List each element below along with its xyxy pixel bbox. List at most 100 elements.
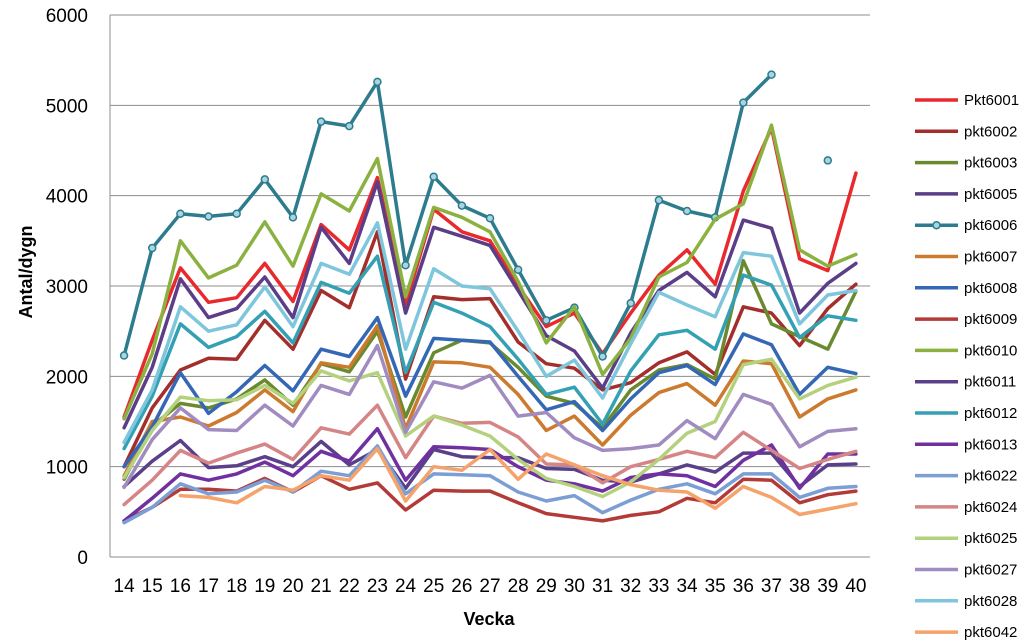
data-point [119, 351, 129, 360]
x-tick-label: 40 [845, 576, 866, 597]
legend-label: pkt6009 [964, 311, 1017, 328]
series-pkt6022 [122, 444, 858, 525]
legend-label: pkt6010 [964, 342, 1017, 359]
legend: Pkt6001 pkt6002 pkt6003 pkt6005 pkt6006 pkt60… [915, 92, 1019, 641]
legend-item: pkt6007 [915, 249, 1017, 266]
series-pkt6024 [122, 403, 858, 507]
x-tick-label: 30 [564, 576, 585, 597]
legend-item: pkt6009 [915, 311, 1017, 328]
series-line [122, 444, 858, 525]
series-line [122, 315, 858, 469]
series-pkt6025 [122, 357, 858, 499]
x-tick-label: 29 [536, 576, 557, 597]
x-tick-label: 14 [114, 576, 136, 597]
legend-label: pkt6027 [964, 562, 1017, 579]
series-line [122, 357, 858, 499]
legend-item: pkt6003 [915, 155, 1017, 172]
series-pkt6010 [122, 123, 858, 421]
data-point [682, 206, 692, 216]
legend-item: pkt6005 [915, 186, 1017, 203]
legend-label: pkt6011 [964, 374, 1016, 391]
data-point [204, 212, 213, 221]
series-pkt6003 [122, 258, 858, 482]
series-line [122, 343, 858, 490]
data-point [654, 195, 664, 205]
data-point [288, 213, 298, 222]
data-point [513, 265, 523, 274]
data-point [457, 201, 467, 210]
x-tick-label: 35 [705, 576, 726, 597]
series-pkt6005 [122, 180, 858, 430]
data-point [767, 70, 776, 79]
x-tick-label: 20 [282, 576, 303, 597]
series-pkt6012 [122, 254, 858, 451]
legend-label: pkt6007 [964, 249, 1017, 266]
y-tick-label: 0 [77, 548, 88, 569]
x-tick-label: 21 [311, 576, 332, 597]
x-tick-label: 19 [254, 576, 275, 597]
series-line [122, 221, 858, 445]
legend-label: pkt6028 [964, 593, 1017, 610]
legend-item: pkt6024 [915, 499, 1017, 516]
x-tick-label: 16 [170, 576, 191, 597]
x-tick-label: 33 [648, 576, 669, 597]
legend-label: pkt6022 [964, 468, 1017, 485]
legend-label: pkt6025 [964, 530, 1017, 547]
legend-item: pkt6028 [915, 593, 1017, 610]
x-tick-label: 15 [142, 576, 163, 597]
y-tick-label: 6000 [46, 6, 88, 27]
legend-marker [932, 220, 941, 230]
x-tick-label: 22 [339, 576, 360, 597]
legend-item: pkt6006 [915, 217, 1017, 234]
x-tick-label: 31 [592, 576, 613, 597]
x-tick-label: 17 [198, 576, 219, 597]
data-point [176, 209, 185, 218]
data-point [598, 352, 607, 361]
series-line [122, 123, 858, 421]
data-point [485, 214, 495, 223]
legend-item: pkt6008 [915, 280, 1017, 297]
series-line [122, 180, 858, 430]
x-tick-label: 32 [620, 576, 641, 597]
series-lines [119, 70, 858, 525]
legend-item: pkt6025 [915, 530, 1017, 547]
y-tick-label: 5000 [46, 96, 88, 117]
x-tick-label: 38 [789, 576, 810, 597]
y-axis-title: Antal/dygn [16, 226, 36, 319]
series-pkt6028 [122, 221, 858, 445]
series-Pkt6001 [122, 126, 858, 419]
x-tick-label: 39 [817, 576, 838, 597]
legend-label: pkt6003 [964, 155, 1017, 172]
legend-item: Pkt6001 [915, 92, 1019, 109]
legend-item: pkt6010 [915, 342, 1017, 359]
legend-label: pkt6006 [964, 217, 1017, 234]
data-point [232, 209, 241, 218]
x-tick-label: 23 [367, 576, 388, 597]
y-tick-label: 4000 [46, 187, 88, 208]
series-pkt6042 [178, 446, 858, 517]
legend-label: pkt6042 [964, 624, 1017, 641]
data-point [260, 175, 270, 184]
data-point [147, 243, 157, 253]
series-pkt6002 [122, 230, 858, 469]
legend-item: pkt6002 [915, 123, 1017, 140]
series-pkt6027 [122, 343, 858, 490]
data-point [739, 98, 748, 107]
series-line [122, 230, 858, 469]
series-pkt6008 [122, 315, 858, 469]
legend-item: pkt6022 [915, 468, 1017, 485]
y-tick-label: 1000 [46, 458, 88, 479]
legend-label: pkt6005 [964, 186, 1017, 203]
x-tick-label: 18 [226, 576, 247, 597]
series-line [122, 258, 858, 482]
legend-label: pkt6012 [964, 405, 1017, 422]
legend-item: pkt6013 [915, 436, 1017, 453]
x-tick-label: 36 [733, 576, 754, 597]
data-point [345, 121, 354, 131]
data-point [429, 172, 438, 181]
series-line [122, 403, 858, 507]
legend-label: pkt6002 [964, 123, 1017, 140]
y-axis-ticks: 0 1000 2000 3000 4000 5000 6000 [46, 6, 88, 569]
series-line [122, 323, 858, 478]
